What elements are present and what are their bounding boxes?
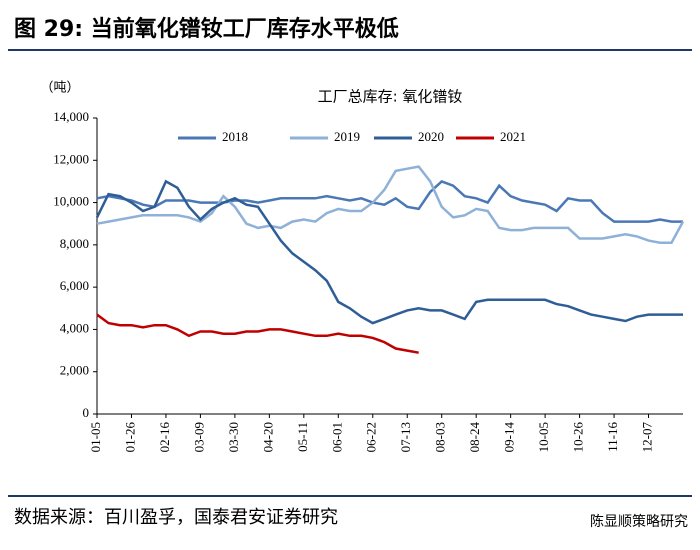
- x-tick-label: 02-16: [157, 422, 172, 453]
- x-tick-label: 08-24: [467, 422, 482, 453]
- source: 数据来源：百川盈孚，国泰君安证券研究: [14, 507, 338, 528]
- legend-label: 2020: [418, 129, 444, 144]
- series-line: [95, 179, 683, 325]
- x-tick-label: 07-13: [398, 422, 413, 452]
- x-tick-label: 05-11: [295, 422, 310, 452]
- x-tick-label: 12-07: [640, 422, 655, 453]
- x-tick-label: 06-01: [329, 422, 344, 452]
- y-unit: （吨）: [40, 81, 79, 96]
- legend-label: 2019: [334, 129, 360, 144]
- watermark: 陈显顺策略研究: [590, 513, 688, 530]
- x-tick-label: 03-30: [226, 422, 241, 452]
- x-tick-label: 01-26: [122, 422, 137, 453]
- series-line: [96, 165, 685, 244]
- y-tick-label: 0: [83, 405, 90, 420]
- legend-label: 2021: [500, 129, 526, 144]
- x-tick-label: 04-20: [260, 422, 275, 452]
- x-tick-label: 09-14: [502, 422, 517, 453]
- y-tick-label: 6,000: [60, 278, 89, 293]
- x-tick-label: 06-22: [364, 422, 379, 452]
- x-tick-label: 10-05: [536, 422, 551, 452]
- x-tick-label: 08-03: [433, 422, 448, 452]
- y-tick-label: 12,000: [53, 151, 89, 166]
- figure-title: 图 29: 当前氧化镨钕工厂库存水平极低: [14, 16, 399, 42]
- x-tick-label: 03-09: [191, 422, 206, 452]
- legend-label: 2018: [222, 129, 248, 144]
- chart-title: 工厂总库存: 氧化镨钕: [318, 88, 463, 106]
- y-tick-label: 4,000: [60, 320, 89, 335]
- x-tick-label: 11-16: [605, 422, 620, 452]
- y-tick-label: 8,000: [60, 236, 89, 251]
- x-tick-label: 01-05: [88, 422, 103, 452]
- x-tick-label: 10-26: [571, 422, 586, 453]
- y-tick-label: 14,000: [53, 109, 89, 124]
- y-tick-label: 10,000: [53, 194, 89, 209]
- y-tick-label: 2,000: [60, 363, 89, 378]
- series-line: [96, 313, 419, 354]
- series-line: [96, 179, 683, 223]
